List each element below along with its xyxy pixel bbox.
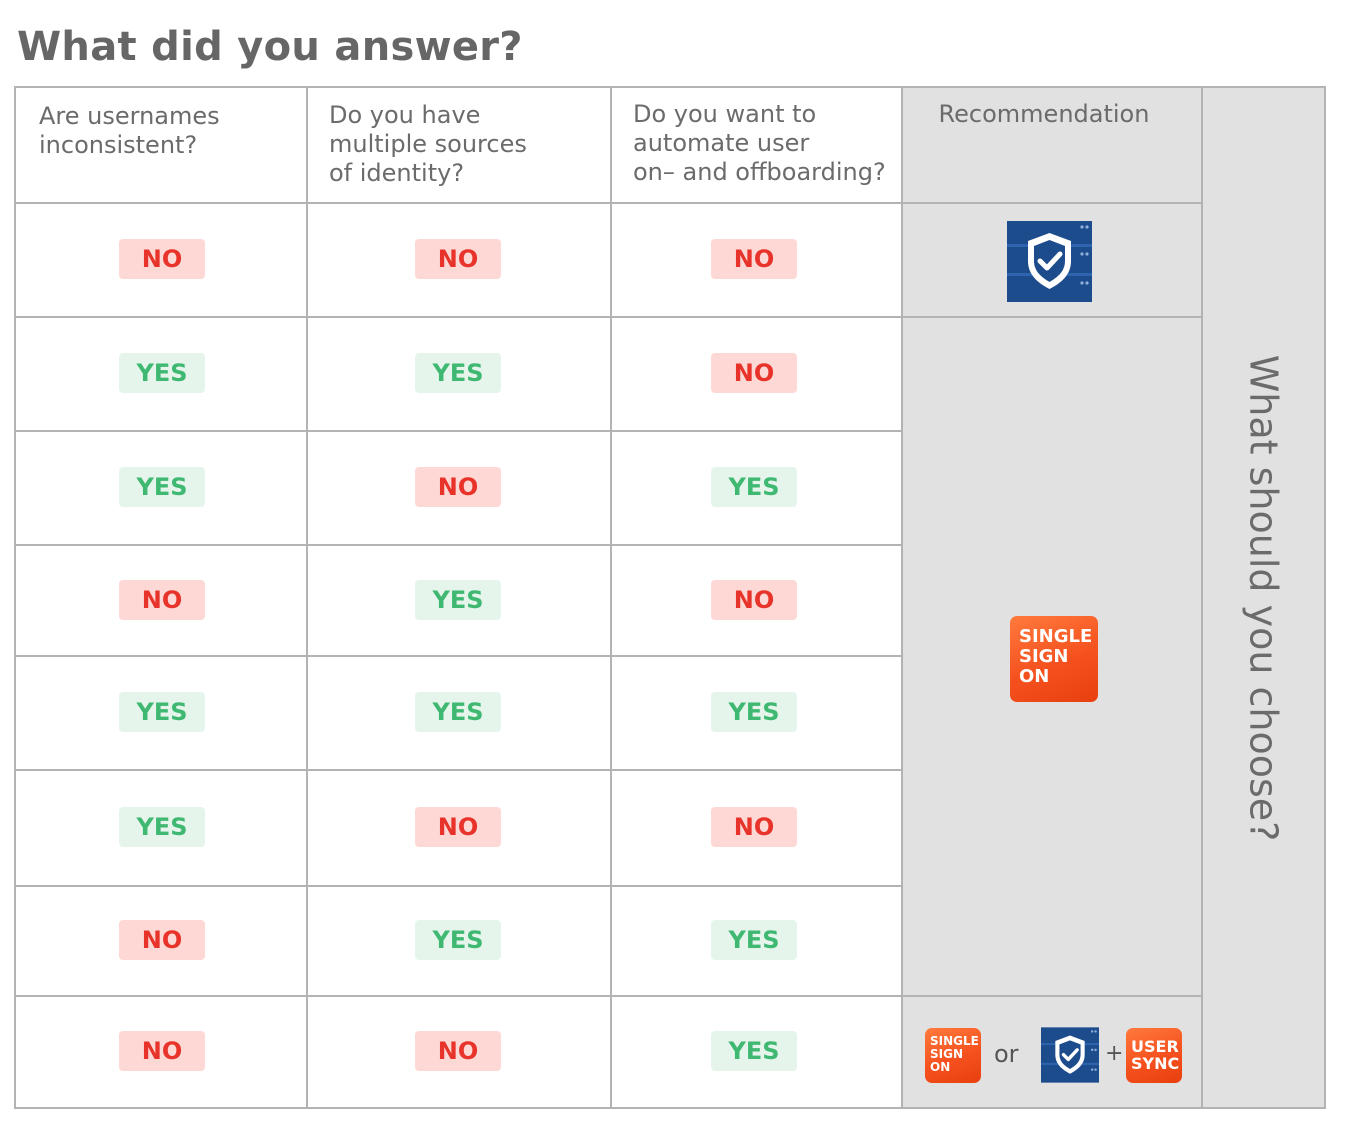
row-divider	[16, 655, 902, 657]
answer-badge: NO	[119, 920, 205, 960]
answer-badge: NO	[415, 239, 501, 279]
column-divider	[901, 88, 903, 1107]
answer-badge: YES	[119, 467, 205, 507]
answer-badge: YES	[711, 1031, 797, 1071]
header-multiple-sources: Do you have multiple sources of identity…	[329, 101, 527, 187]
column-divider	[610, 88, 612, 1107]
answer-badge: NO	[415, 1031, 501, 1071]
answer-badge: YES	[711, 692, 797, 732]
header-automate-onboarding: Do you want to automate user on– and off…	[633, 100, 886, 186]
answer-badge: YES	[415, 579, 501, 620]
answer-badge: NO	[711, 807, 797, 847]
shield-check-icon	[1007, 221, 1092, 302]
answer-badge: NO	[119, 579, 205, 620]
answer-badge: NO	[711, 239, 797, 279]
side-label: What should you choose?	[1241, 354, 1286, 841]
single-sign-on-icon: SINGLE SIGN ON	[925, 1028, 981, 1083]
answer-badge: YES	[415, 692, 501, 732]
answer-badge: YES	[415, 920, 501, 960]
answer-badge: YES	[119, 692, 205, 732]
header-usernames-inconsistent: Are usernames inconsistent?	[39, 102, 220, 159]
column-divider	[1201, 88, 1203, 1107]
single-sign-on-icon: SINGLE SIGN ON	[1010, 616, 1098, 702]
user-sync-icon: USER SYNC	[1126, 1028, 1182, 1083]
row-divider	[16, 202, 1201, 204]
row-divider	[16, 316, 1201, 318]
answer-badge: NO	[119, 1031, 205, 1071]
row-divider	[16, 995, 1201, 997]
or-label: or	[994, 1040, 1019, 1068]
answer-badge: NO	[415, 467, 501, 507]
plus-label: +	[1105, 1041, 1124, 1066]
page-title: What did you answer?	[17, 24, 523, 70]
answer-badge: YES	[119, 807, 205, 847]
row-divider	[16, 885, 902, 887]
answer-badge: YES	[415, 353, 501, 393]
answer-badge: NO	[711, 353, 797, 393]
answer-badge: NO	[415, 807, 501, 847]
row-divider	[16, 769, 902, 771]
answer-badge: NO	[711, 579, 797, 620]
header-recommendation: Recommendation	[938, 100, 1150, 128]
shield-check-icon	[1041, 1027, 1099, 1083]
row-divider	[16, 544, 902, 546]
answer-badge: YES	[711, 467, 797, 507]
answer-badge: YES	[711, 920, 797, 960]
side-label-column-bg	[1203, 88, 1324, 1107]
row-divider	[16, 430, 902, 432]
answer-badge: YES	[119, 353, 205, 393]
column-divider	[306, 88, 308, 1107]
answer-badge: NO	[119, 239, 205, 279]
recommendation-table	[14, 86, 1326, 1109]
